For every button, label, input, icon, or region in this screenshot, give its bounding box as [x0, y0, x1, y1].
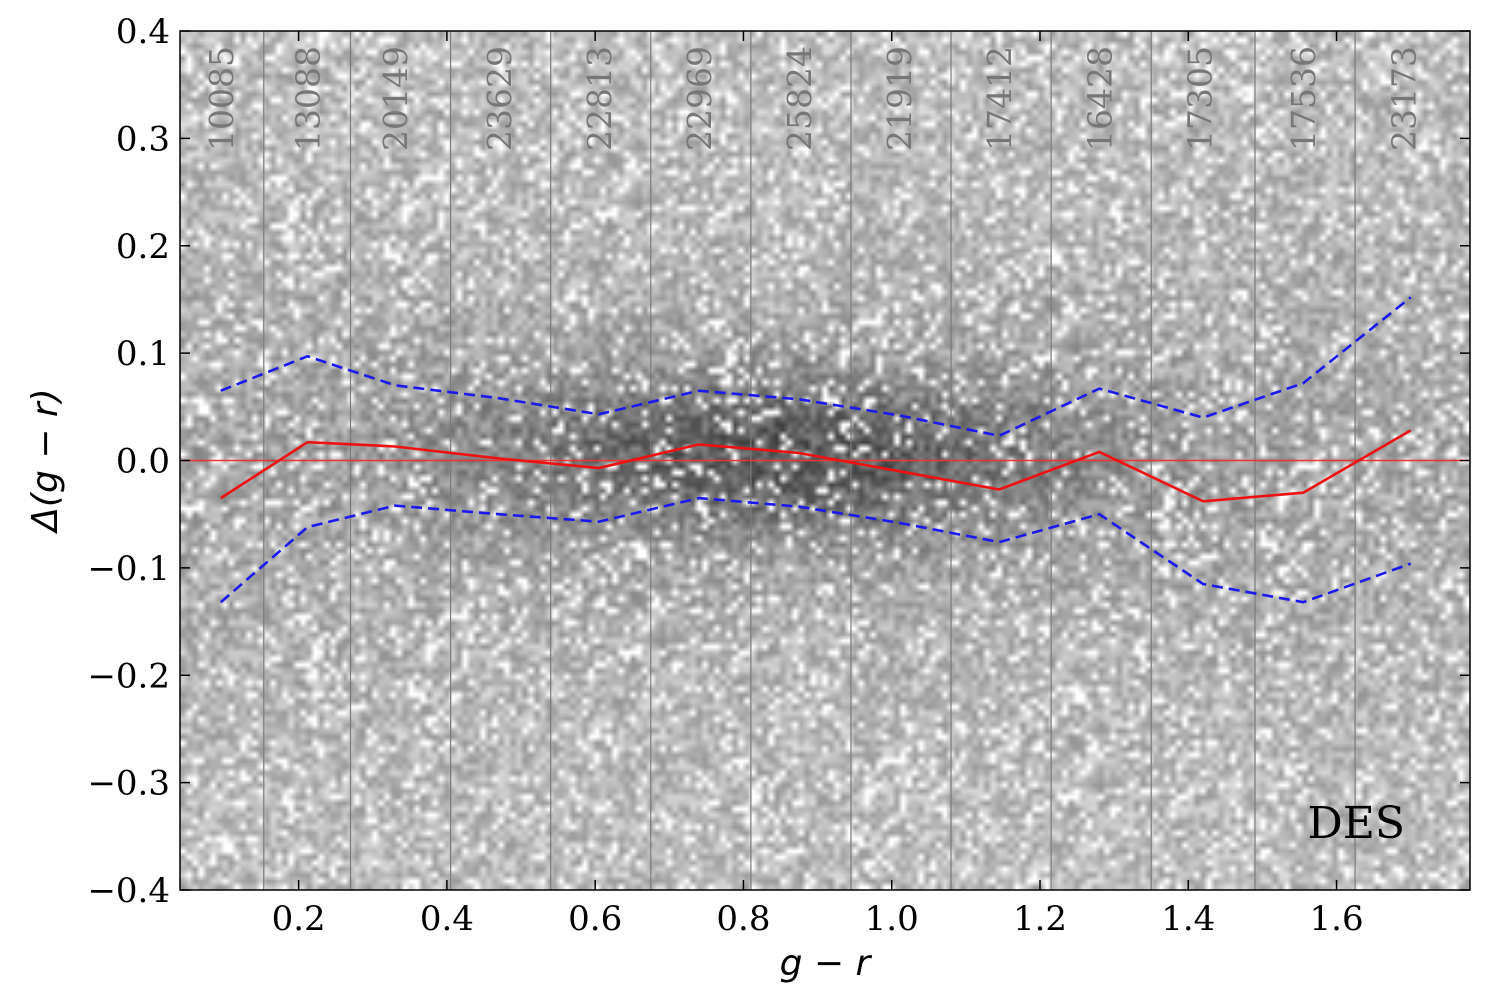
bin-count-labels: 10085 13088 20149 23629 22813 22969 25824 21919…	[202, 46, 1424, 151]
bin-count-label: 22969	[680, 46, 719, 151]
x-tick-label: 0.6	[568, 899, 622, 939]
lower-line	[219, 496, 1412, 604]
x-axis-label: g − r	[780, 943, 873, 984]
x-tick-label: 0.2	[272, 899, 326, 939]
dataset-annotation: DES	[1307, 798, 1405, 849]
x-tick-label: 1.4	[1161, 899, 1215, 939]
x-tick-label: 0.4	[420, 899, 474, 939]
y-tick-label: −0.3	[87, 764, 170, 804]
bin-count-label: 20149	[376, 46, 415, 151]
y-tick-label: 0.4	[116, 12, 170, 52]
y-tick-label: 0.3	[116, 119, 170, 159]
y-tick-label: −0.2	[87, 656, 170, 696]
bin-count-label: 22813	[580, 46, 619, 151]
x-tick-label: 1.0	[865, 899, 919, 939]
bin-count-label: 17305	[1180, 46, 1219, 151]
bin-count-label: 17536	[1284, 46, 1323, 151]
bin-count-label: 23173	[1384, 46, 1423, 151]
bin-count-label: 23629	[480, 46, 519, 151]
bin-count-label: 16428	[1080, 46, 1119, 151]
y-tick-label: −0.4	[87, 871, 170, 911]
axis-ticks: 0.2 0.4 0.6 0.8 1.0 1.2 1.4 1.6 −0.4 −0.3 −0.2 −0.1…	[87, 12, 1470, 939]
y-tick-label: 0.1	[116, 334, 170, 374]
median-line	[220, 429, 1412, 503]
y-tick-label: 0.2	[116, 227, 170, 267]
series-lines	[180, 296, 1470, 604]
bin-count-label: 10085	[202, 46, 241, 151]
x-tick-label: 1.6	[1310, 899, 1364, 939]
bin-count-label: 21919	[880, 46, 919, 151]
y-axis-label: Δ(g − r)	[25, 388, 66, 534]
bin-count-label: 13088	[289, 46, 328, 151]
x-tick-label: 0.8	[716, 899, 770, 939]
y-tick-label: 0.0	[116, 442, 170, 482]
bin-count-label: 25824	[780, 46, 819, 151]
bin-count-label: 17412	[980, 46, 1019, 151]
x-tick-label: 1.2	[1013, 899, 1067, 939]
y-tick-label: −0.1	[87, 549, 170, 589]
